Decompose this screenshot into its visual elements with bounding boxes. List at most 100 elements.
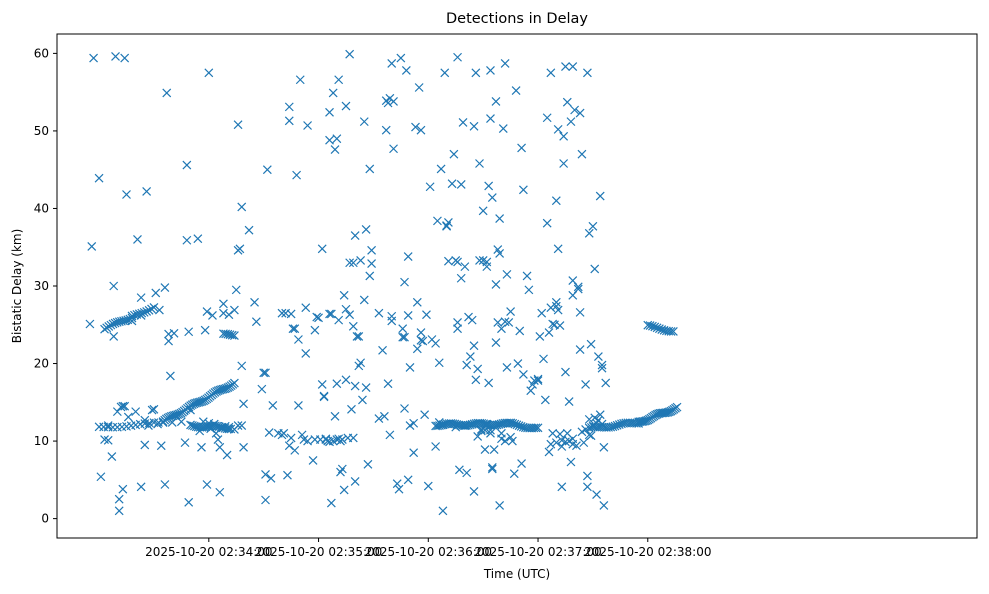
data-point-256 <box>160 480 170 489</box>
data-point-393 <box>389 97 398 106</box>
data-point-410 <box>412 297 422 307</box>
chart-title: Detections in Delay <box>446 11 588 27</box>
data-point-493 <box>513 359 523 368</box>
data-point-248 <box>136 482 146 492</box>
data-point-75 <box>217 385 226 395</box>
data-point-405 <box>403 311 413 320</box>
data-point-374 <box>361 383 371 392</box>
data-point-62 <box>195 397 205 407</box>
data-point-605 <box>224 422 234 432</box>
data-point-453 <box>471 375 481 385</box>
data-point-593 <box>153 419 163 429</box>
data-point-450 <box>469 487 479 496</box>
data-point-259 <box>164 336 173 346</box>
data-point-443 <box>458 117 468 127</box>
data-point-423 <box>433 216 442 226</box>
data-point-272 <box>204 68 214 78</box>
data-point-434 <box>449 149 459 159</box>
data-point-264 <box>182 235 192 245</box>
data-point-633 <box>500 436 510 446</box>
data-point-513 <box>546 68 556 78</box>
data-point-270 <box>200 325 210 335</box>
data-point-323 <box>308 456 318 465</box>
data-point-313 <box>290 324 300 334</box>
data-point-504 <box>533 376 543 386</box>
data-point-414 <box>416 335 426 345</box>
data-point-560 <box>599 501 609 510</box>
data-point-262 <box>169 328 179 338</box>
data-point-531 <box>566 457 576 467</box>
data-point-467 <box>486 114 495 123</box>
data-point-295 <box>257 384 267 394</box>
data-point-277 <box>215 487 225 497</box>
data-point-61 <box>194 397 204 407</box>
x-tick-label-1: 2025-10-20 02:35:00 <box>255 545 382 559</box>
data-point-461 <box>480 445 490 455</box>
data-point-419 <box>423 481 433 491</box>
data-point-416 <box>418 336 428 346</box>
data-point-33 <box>137 308 147 318</box>
data-point-352 <box>341 375 351 385</box>
data-point-520 <box>553 244 563 254</box>
data-point-409 <box>411 122 420 132</box>
data-point-83 <box>229 378 239 388</box>
data-point-543 <box>581 380 591 389</box>
data-point-452 <box>469 121 479 131</box>
data-point-539 <box>575 307 585 317</box>
data-point-602 <box>215 442 225 452</box>
data-point-433 <box>447 179 457 189</box>
data-point-496 <box>517 459 526 468</box>
data-point-241 <box>118 484 128 494</box>
data-point-273 <box>202 480 212 489</box>
data-point-274 <box>208 311 217 320</box>
data-point-357 <box>345 310 355 320</box>
data-point-537 <box>573 282 583 292</box>
data-point-359 <box>348 258 358 268</box>
data-point-499 <box>522 271 532 281</box>
data-point-464 <box>484 378 494 388</box>
data-point-292 <box>244 225 254 235</box>
data-point-322 <box>303 121 313 130</box>
data-point-255 <box>156 441 166 451</box>
data-point-36 <box>144 305 154 315</box>
data-point-342 <box>332 379 342 389</box>
data-point-269 <box>197 442 206 452</box>
data-point-601 <box>209 419 219 429</box>
data-point-263 <box>182 160 192 170</box>
data-point-479 <box>495 501 505 510</box>
data-point-480 <box>497 324 506 334</box>
data-point-582 <box>593 415 603 425</box>
data-point-540 <box>575 345 585 355</box>
data-point-495 <box>517 143 526 153</box>
data-point-561 <box>601 378 611 388</box>
data-point-459 <box>478 206 488 216</box>
data-point-485 <box>502 269 512 279</box>
data-point-381 <box>374 414 384 424</box>
data-point-358 <box>347 404 356 414</box>
data-point-621 <box>409 418 419 428</box>
data-point-287 <box>237 202 247 212</box>
data-point-609 <box>279 428 289 438</box>
data-point-30 <box>130 310 139 320</box>
y-tick-label-6: 60 <box>34 46 49 60</box>
data-point-317 <box>294 335 303 344</box>
data-point-442 <box>456 273 466 283</box>
data-point-566 <box>555 429 565 439</box>
data-point-552 <box>590 264 600 274</box>
data-point-227 <box>668 326 678 336</box>
data-point-220 <box>652 323 662 333</box>
data-point-311 <box>286 309 296 319</box>
data-point-288 <box>237 361 247 371</box>
data-point-457 <box>475 159 484 168</box>
data-point-164 <box>531 423 541 433</box>
data-point-316 <box>294 400 303 410</box>
data-point-555 <box>595 191 605 201</box>
data-point-477 <box>495 249 505 258</box>
data-point-37 <box>147 304 156 314</box>
data-point-490 <box>508 436 517 446</box>
data-point-336 <box>325 309 334 319</box>
data-point-542 <box>577 149 587 159</box>
data-point-465 <box>484 181 494 191</box>
data-point-562 <box>544 447 554 457</box>
